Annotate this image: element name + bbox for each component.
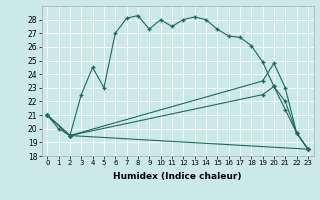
X-axis label: Humidex (Indice chaleur): Humidex (Indice chaleur) — [113, 172, 242, 181]
